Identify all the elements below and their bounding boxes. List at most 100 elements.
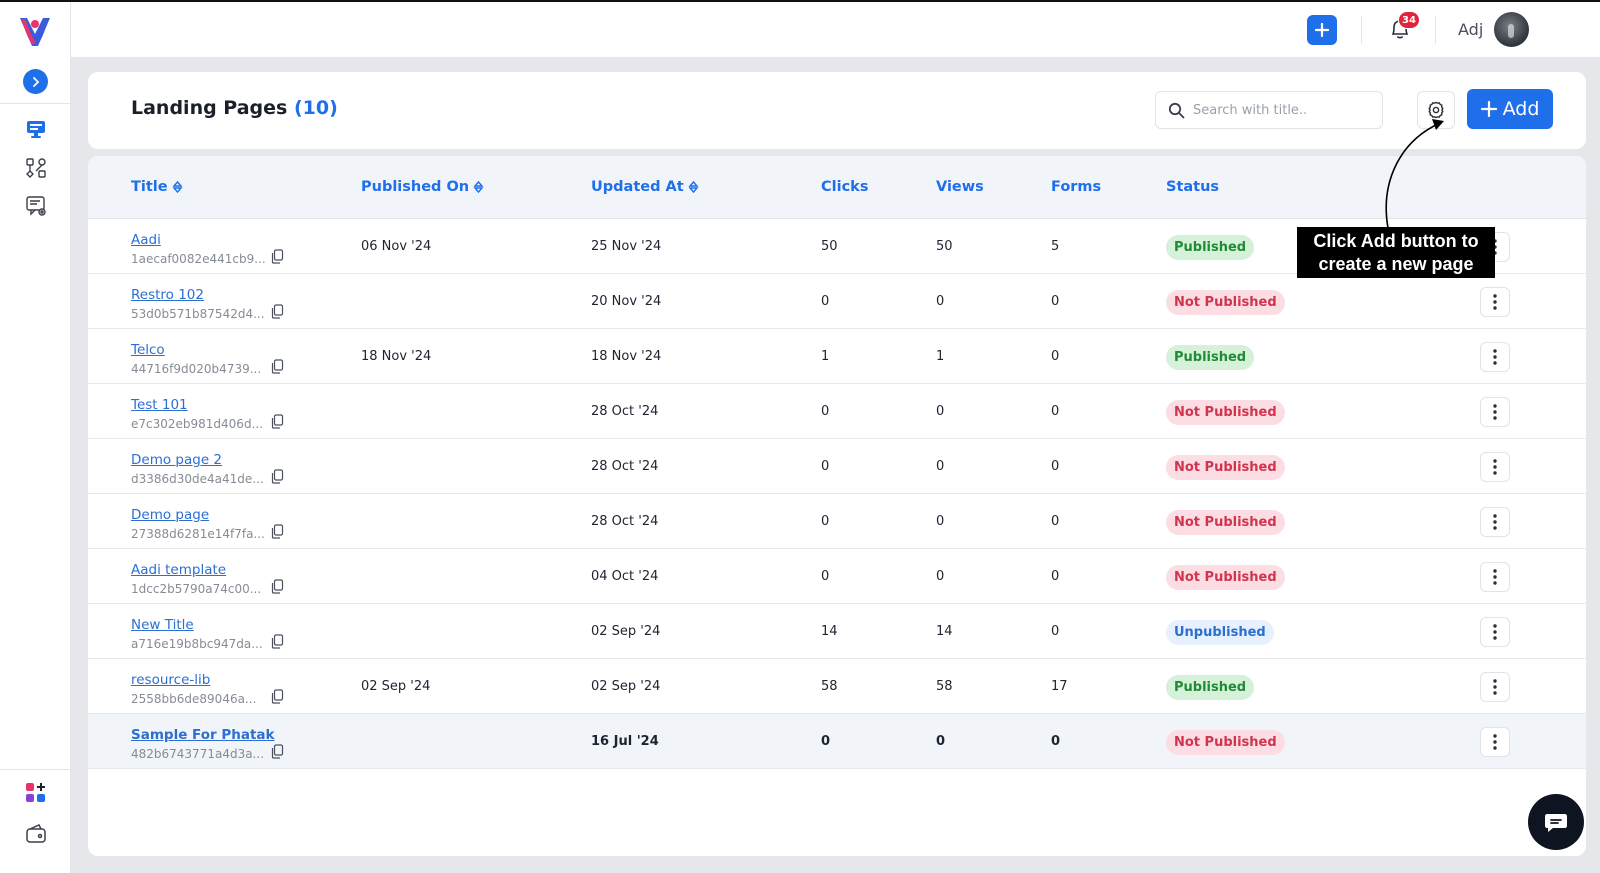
- sidebar-divider: [0, 103, 71, 104]
- sidebar-item-chat-settings[interactable]: [22, 192, 49, 219]
- updated-at-cell: 02 Sep '24: [591, 624, 661, 639]
- sidebar-item-landing-pages[interactable]: [22, 115, 49, 142]
- copy-icon[interactable]: [271, 359, 284, 374]
- views-cell: 0: [936, 459, 945, 474]
- published-on-cell: 06 Nov '24: [361, 239, 432, 254]
- sidebar-expand-button[interactable]: [23, 69, 48, 94]
- search-box[interactable]: [1155, 91, 1383, 129]
- app-logo-icon[interactable]: [16, 12, 54, 50]
- page-title-link[interactable]: Aadi: [131, 232, 161, 248]
- sort-icon: [473, 180, 484, 194]
- copy-icon[interactable]: [271, 304, 284, 319]
- published-on-cell: 18 Nov '24: [361, 349, 432, 364]
- page-id: 1aecaf0082e441cb9...: [131, 252, 266, 266]
- views-cell: 58: [936, 679, 953, 694]
- row-actions-button[interactable]: [1480, 617, 1510, 647]
- updated-at-cell: 28 Oct '24: [591, 459, 659, 474]
- row-actions-button[interactable]: [1480, 672, 1510, 702]
- chat-support-button[interactable]: [1528, 794, 1584, 850]
- kebab-icon: [1493, 294, 1497, 310]
- search-icon: [1168, 102, 1185, 118]
- plus-icon: [1315, 23, 1329, 37]
- kebab-icon: [1493, 734, 1497, 750]
- copy-icon[interactable]: [271, 249, 284, 264]
- copy-icon[interactable]: [271, 744, 284, 759]
- page-title: Landing Pages (10): [131, 97, 338, 119]
- copy-icon[interactable]: [271, 414, 284, 429]
- copy-icon[interactable]: [271, 579, 284, 594]
- column-header-published-on[interactable]: Published On: [361, 179, 484, 195]
- row-actions-button[interactable]: [1480, 287, 1510, 317]
- page-title-link[interactable]: Restro 102: [131, 287, 204, 303]
- column-header-clicks: Clicks: [821, 179, 869, 195]
- copy-icon[interactable]: [271, 469, 284, 484]
- copy-icon[interactable]: [271, 689, 284, 704]
- row-actions-button[interactable]: [1480, 397, 1510, 427]
- quick-add-button[interactable]: [1307, 15, 1337, 45]
- forms-cell: 0: [1051, 459, 1060, 474]
- copy-icon[interactable]: [271, 524, 284, 539]
- sort-icon: [688, 180, 699, 194]
- notification-count-badge: 34: [1398, 11, 1420, 29]
- search-input[interactable]: [1193, 102, 1373, 118]
- views-cell: 0: [936, 734, 946, 749]
- sidebar-item-workflows[interactable]: [22, 154, 49, 181]
- page-id: 1dcc2b5790a74c00...: [131, 582, 262, 596]
- table-header: Title Published On Updated At Clicks Vie…: [88, 156, 1586, 219]
- user-name[interactable]: Adj: [1458, 20, 1484, 39]
- chat-bubble-icon: [1545, 814, 1567, 832]
- page-title-link[interactable]: Aadi template: [131, 562, 227, 578]
- kebab-icon: [1493, 624, 1497, 640]
- sidebar-item-apps[interactable]: [22, 779, 49, 806]
- status-badge: Not Published: [1166, 290, 1285, 315]
- page-title-link[interactable]: Demo page 2: [131, 452, 222, 468]
- column-header-updated-at[interactable]: Updated At: [591, 179, 699, 195]
- row-actions-button[interactable]: [1480, 452, 1510, 482]
- sidebar-item-wallet[interactable]: [22, 820, 49, 847]
- page-title-link[interactable]: New Title: [131, 617, 194, 633]
- row-actions-button[interactable]: [1480, 342, 1510, 372]
- table-row: Demo page 27388d6281e14f7fa... 28 Oct '2…: [88, 494, 1586, 549]
- forms-cell: 17: [1051, 679, 1068, 694]
- page-id: 53d0b571b87542d4...: [131, 307, 265, 321]
- column-title-label: Title: [131, 179, 168, 195]
- row-actions-button[interactable]: [1480, 727, 1510, 757]
- table-row: Aadi 1aecaf0082e441cb9... 06 Nov '24 25 …: [88, 219, 1586, 274]
- annotation-line-1: Click Add button to: [1313, 231, 1479, 251]
- kebab-icon: [1493, 404, 1497, 420]
- views-cell: 14: [936, 624, 953, 639]
- clicks-cell: 0: [821, 734, 831, 749]
- status-badge: Not Published: [1166, 510, 1285, 535]
- table-row: Telco 44716f9d020b4739... 18 Nov '24 18 …: [88, 329, 1586, 384]
- column-header-status: Status: [1166, 179, 1220, 195]
- forms-cell: 0: [1051, 404, 1060, 419]
- table-row: Test 101 e7c302eb981d406d... 28 Oct '24 …: [88, 384, 1586, 439]
- page-title-link[interactable]: Telco: [131, 342, 165, 358]
- views-cell: 0: [936, 514, 945, 529]
- copy-icon[interactable]: [271, 634, 284, 649]
- column-updated-label: Updated At: [591, 179, 684, 195]
- page-title-link[interactable]: Sample For Phatak: [131, 727, 275, 743]
- clicks-cell: 50: [821, 239, 838, 254]
- status-badge: Not Published: [1166, 455, 1285, 480]
- add-page-button[interactable]: Add: [1467, 89, 1553, 129]
- column-published-label: Published On: [361, 179, 470, 195]
- topbar: 34 Adj: [71, 2, 1600, 58]
- column-header-title[interactable]: Title: [131, 179, 183, 195]
- page-title-link[interactable]: resource-lib: [131, 672, 211, 688]
- updated-at-cell: 25 Nov '24: [591, 239, 662, 254]
- views-cell: 50: [936, 239, 953, 254]
- page-title-link[interactable]: Test 101: [131, 397, 188, 413]
- status-badge: Published: [1166, 345, 1255, 370]
- row-actions-button[interactable]: [1480, 507, 1510, 537]
- avatar[interactable]: [1494, 12, 1529, 47]
- table-row: Sample For Phatak 482b6743771a4d3a... 16…: [88, 714, 1586, 769]
- sidebar: [0, 2, 71, 873]
- table-row: resource-lib 2558bb6de89046a... 02 Sep '…: [88, 659, 1586, 714]
- gear-icon: [1428, 101, 1444, 119]
- page-title-link[interactable]: Demo page: [131, 507, 210, 523]
- updated-at-cell: 04 Oct '24: [591, 569, 659, 584]
- clicks-cell: 14: [821, 624, 838, 639]
- row-actions-button[interactable]: [1480, 562, 1510, 592]
- updated-at-cell: 20 Nov '24: [591, 294, 662, 309]
